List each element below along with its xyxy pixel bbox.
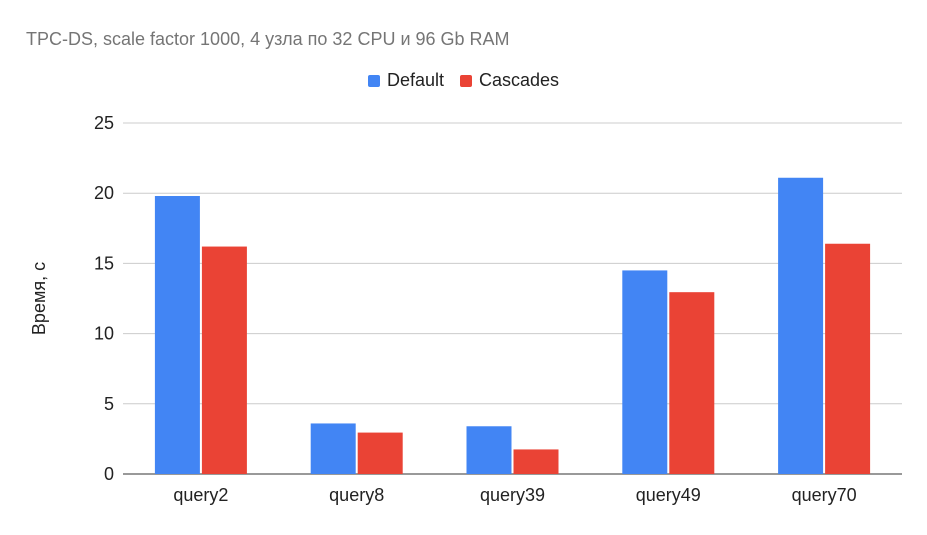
y-tick-label: 25: [94, 113, 114, 133]
y-tick-label: 5: [104, 394, 114, 414]
bar-default-query2: [154, 196, 200, 474]
x-tick-label: query2: [173, 485, 228, 505]
legend: Default Cascades: [0, 70, 927, 91]
x-tick-label: query49: [636, 485, 701, 505]
y-tick-label: 10: [94, 324, 114, 344]
bar-cascades-query70: [825, 243, 871, 474]
x-tick-label: query8: [329, 485, 384, 505]
legend-swatch-cascades: [460, 74, 472, 87]
bar-cascades-query8: [357, 432, 403, 474]
x-tick-label: query39: [480, 485, 545, 505]
y-tick-label: 15: [94, 253, 114, 273]
bars: [154, 177, 871, 475]
legend-label-cascades: Cascades: [479, 70, 560, 90]
bar-default-query8: [310, 423, 356, 474]
y-tick-label: 20: [94, 183, 114, 203]
bar-cascades-query39: [513, 449, 559, 474]
legend-item-default: Default: [367, 70, 444, 91]
y-axis-title: Время, с: [29, 262, 49, 335]
legend-item-cascades: Cascades: [460, 70, 559, 91]
bar-default-query39: [466, 426, 512, 474]
bar-default-query70: [778, 177, 824, 475]
bar-cascades-query49: [669, 292, 715, 474]
y-tick-label: 0: [104, 464, 114, 484]
legend-label-default: Default: [386, 70, 444, 90]
x-tick-label: query70: [792, 485, 857, 505]
legend-swatch-default: [367, 74, 380, 87]
tick-labels: 0 5 10 15 20 25 query2 query8 query39 query49 quer…: [94, 113, 857, 505]
gridlines: [123, 122, 902, 475]
chart-title: TPC-DS, scale factor 1000, 4 узла по 32 …: [26, 29, 510, 49]
bar-cascades-query2: [201, 246, 247, 474]
bar-default-query49: [622, 270, 668, 474]
